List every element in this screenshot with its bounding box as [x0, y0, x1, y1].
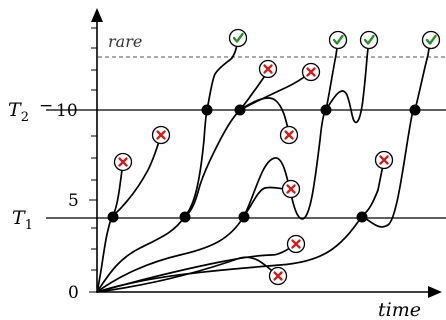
trajectory-2-up [184, 109, 208, 217]
split-point-t2-3 [320, 104, 332, 116]
y-tick-label-10: 10 [56, 101, 78, 121]
trajectory-4-start [96, 215, 363, 293]
cross-icon [374, 150, 394, 170]
y-tick-label-0: 0 [68, 283, 79, 303]
trajectory-4-up [361, 109, 416, 228]
y-tick-label-5: 5 [68, 191, 79, 211]
trajectory-3-start [96, 215, 245, 293]
threshold-2-label: T2 [8, 99, 29, 125]
split-point-t2-4 [409, 104, 421, 116]
x-axis-arrow [428, 286, 442, 298]
success-markers [228, 28, 441, 50]
failure-markers [113, 59, 394, 286]
split-points [107, 104, 421, 223]
trajectory-2-up-b [184, 109, 241, 217]
trajectory-1-fail-b [112, 134, 162, 217]
split-point-t1-4 [356, 211, 368, 223]
time-label: time [378, 299, 421, 320]
split-point-t2-2 [234, 104, 246, 116]
trajectory-3b-success [325, 39, 370, 124]
y-ticks [89, 27, 97, 293]
split-point-t1-2 [179, 211, 191, 223]
check-icon [228, 28, 248, 48]
split-point-t1-3 [238, 211, 250, 223]
cross-icon [281, 179, 301, 199]
trajectory-2d-fail [239, 71, 312, 111]
trajectory-4a-success [414, 39, 432, 111]
trajectory-6-fail [96, 256, 279, 293]
split-point-t2-1 [201, 104, 213, 116]
check-icon [359, 30, 379, 50]
cross-icon [258, 59, 278, 79]
trajectory-3-up [243, 109, 327, 220]
trajectory-2a-success [206, 37, 239, 111]
trajectory-2c-fail [239, 97, 290, 134]
check-icon [328, 30, 348, 50]
cross-icon [279, 125, 299, 145]
cross-icon [286, 234, 306, 254]
cross-icon [113, 152, 133, 172]
trajectory-2-start [96, 215, 186, 293]
cross-icon [151, 125, 171, 145]
split-point-t1-1 [107, 211, 119, 223]
threshold-1-label: T1 [12, 207, 33, 233]
y-axis-arrow [91, 8, 103, 22]
rare-label: rare [108, 32, 142, 51]
dash-mark: − [39, 96, 53, 116]
cross-icon [268, 266, 288, 286]
cross-icon [301, 62, 321, 82]
check-icon [421, 30, 441, 50]
